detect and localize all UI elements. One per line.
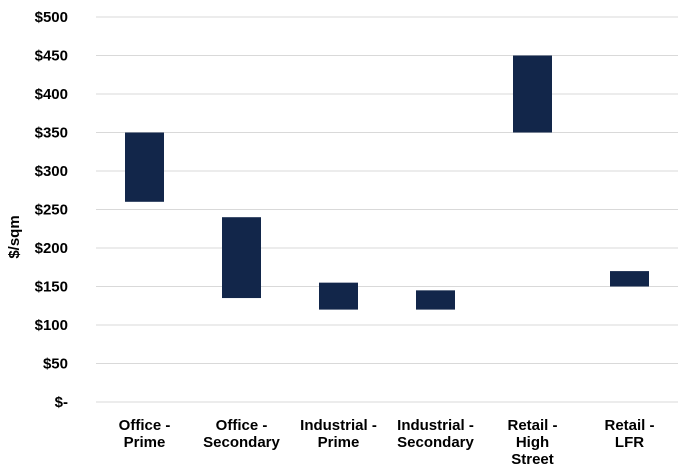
bar [416, 290, 455, 310]
x-tick-label: Secondary [203, 434, 280, 451]
bar [610, 271, 649, 287]
y-tick-label: $- [55, 394, 68, 411]
x-tick-label: Street [511, 451, 554, 468]
y-axis-title: $/sqm [6, 215, 23, 258]
y-tick-label: $450 [35, 48, 68, 65]
bar [513, 55, 552, 133]
x-tick-label: Industrial - [397, 417, 474, 434]
x-tick-label: Retail - [604, 417, 654, 434]
y-tick-label: $500 [35, 9, 68, 26]
gridlines [96, 16, 678, 403]
y-tick-label: $400 [35, 86, 68, 103]
y-tick-label: $50 [43, 356, 68, 373]
y-tick-label: $200 [35, 240, 68, 257]
y-tick-label: $250 [35, 202, 68, 219]
x-tick-label: Office - [216, 417, 268, 434]
x-tick-label: Office - [119, 417, 171, 434]
x-tick-label: High [516, 434, 549, 451]
bar [319, 282, 358, 310]
x-tick-label: Prime [318, 434, 360, 451]
x-tick-label: Industrial - [300, 417, 377, 434]
y-axis-ticks: $- $50 $100 $150 $200 $250 $300 $350 $400 $450 $50… [35, 9, 68, 411]
y-tick-label: $350 [35, 125, 68, 142]
y-tick-label: $150 [35, 279, 68, 296]
bar [222, 217, 261, 299]
x-tick-label: Prime [124, 434, 166, 451]
bar [125, 132, 164, 202]
x-tick-label: LFR [615, 434, 644, 451]
y-tick-label: $300 [35, 163, 68, 180]
x-tick-label: Retail - [507, 417, 557, 434]
y-tick-label: $100 [35, 317, 68, 334]
bars [125, 55, 649, 310]
x-tick-label: Secondary [397, 434, 474, 451]
